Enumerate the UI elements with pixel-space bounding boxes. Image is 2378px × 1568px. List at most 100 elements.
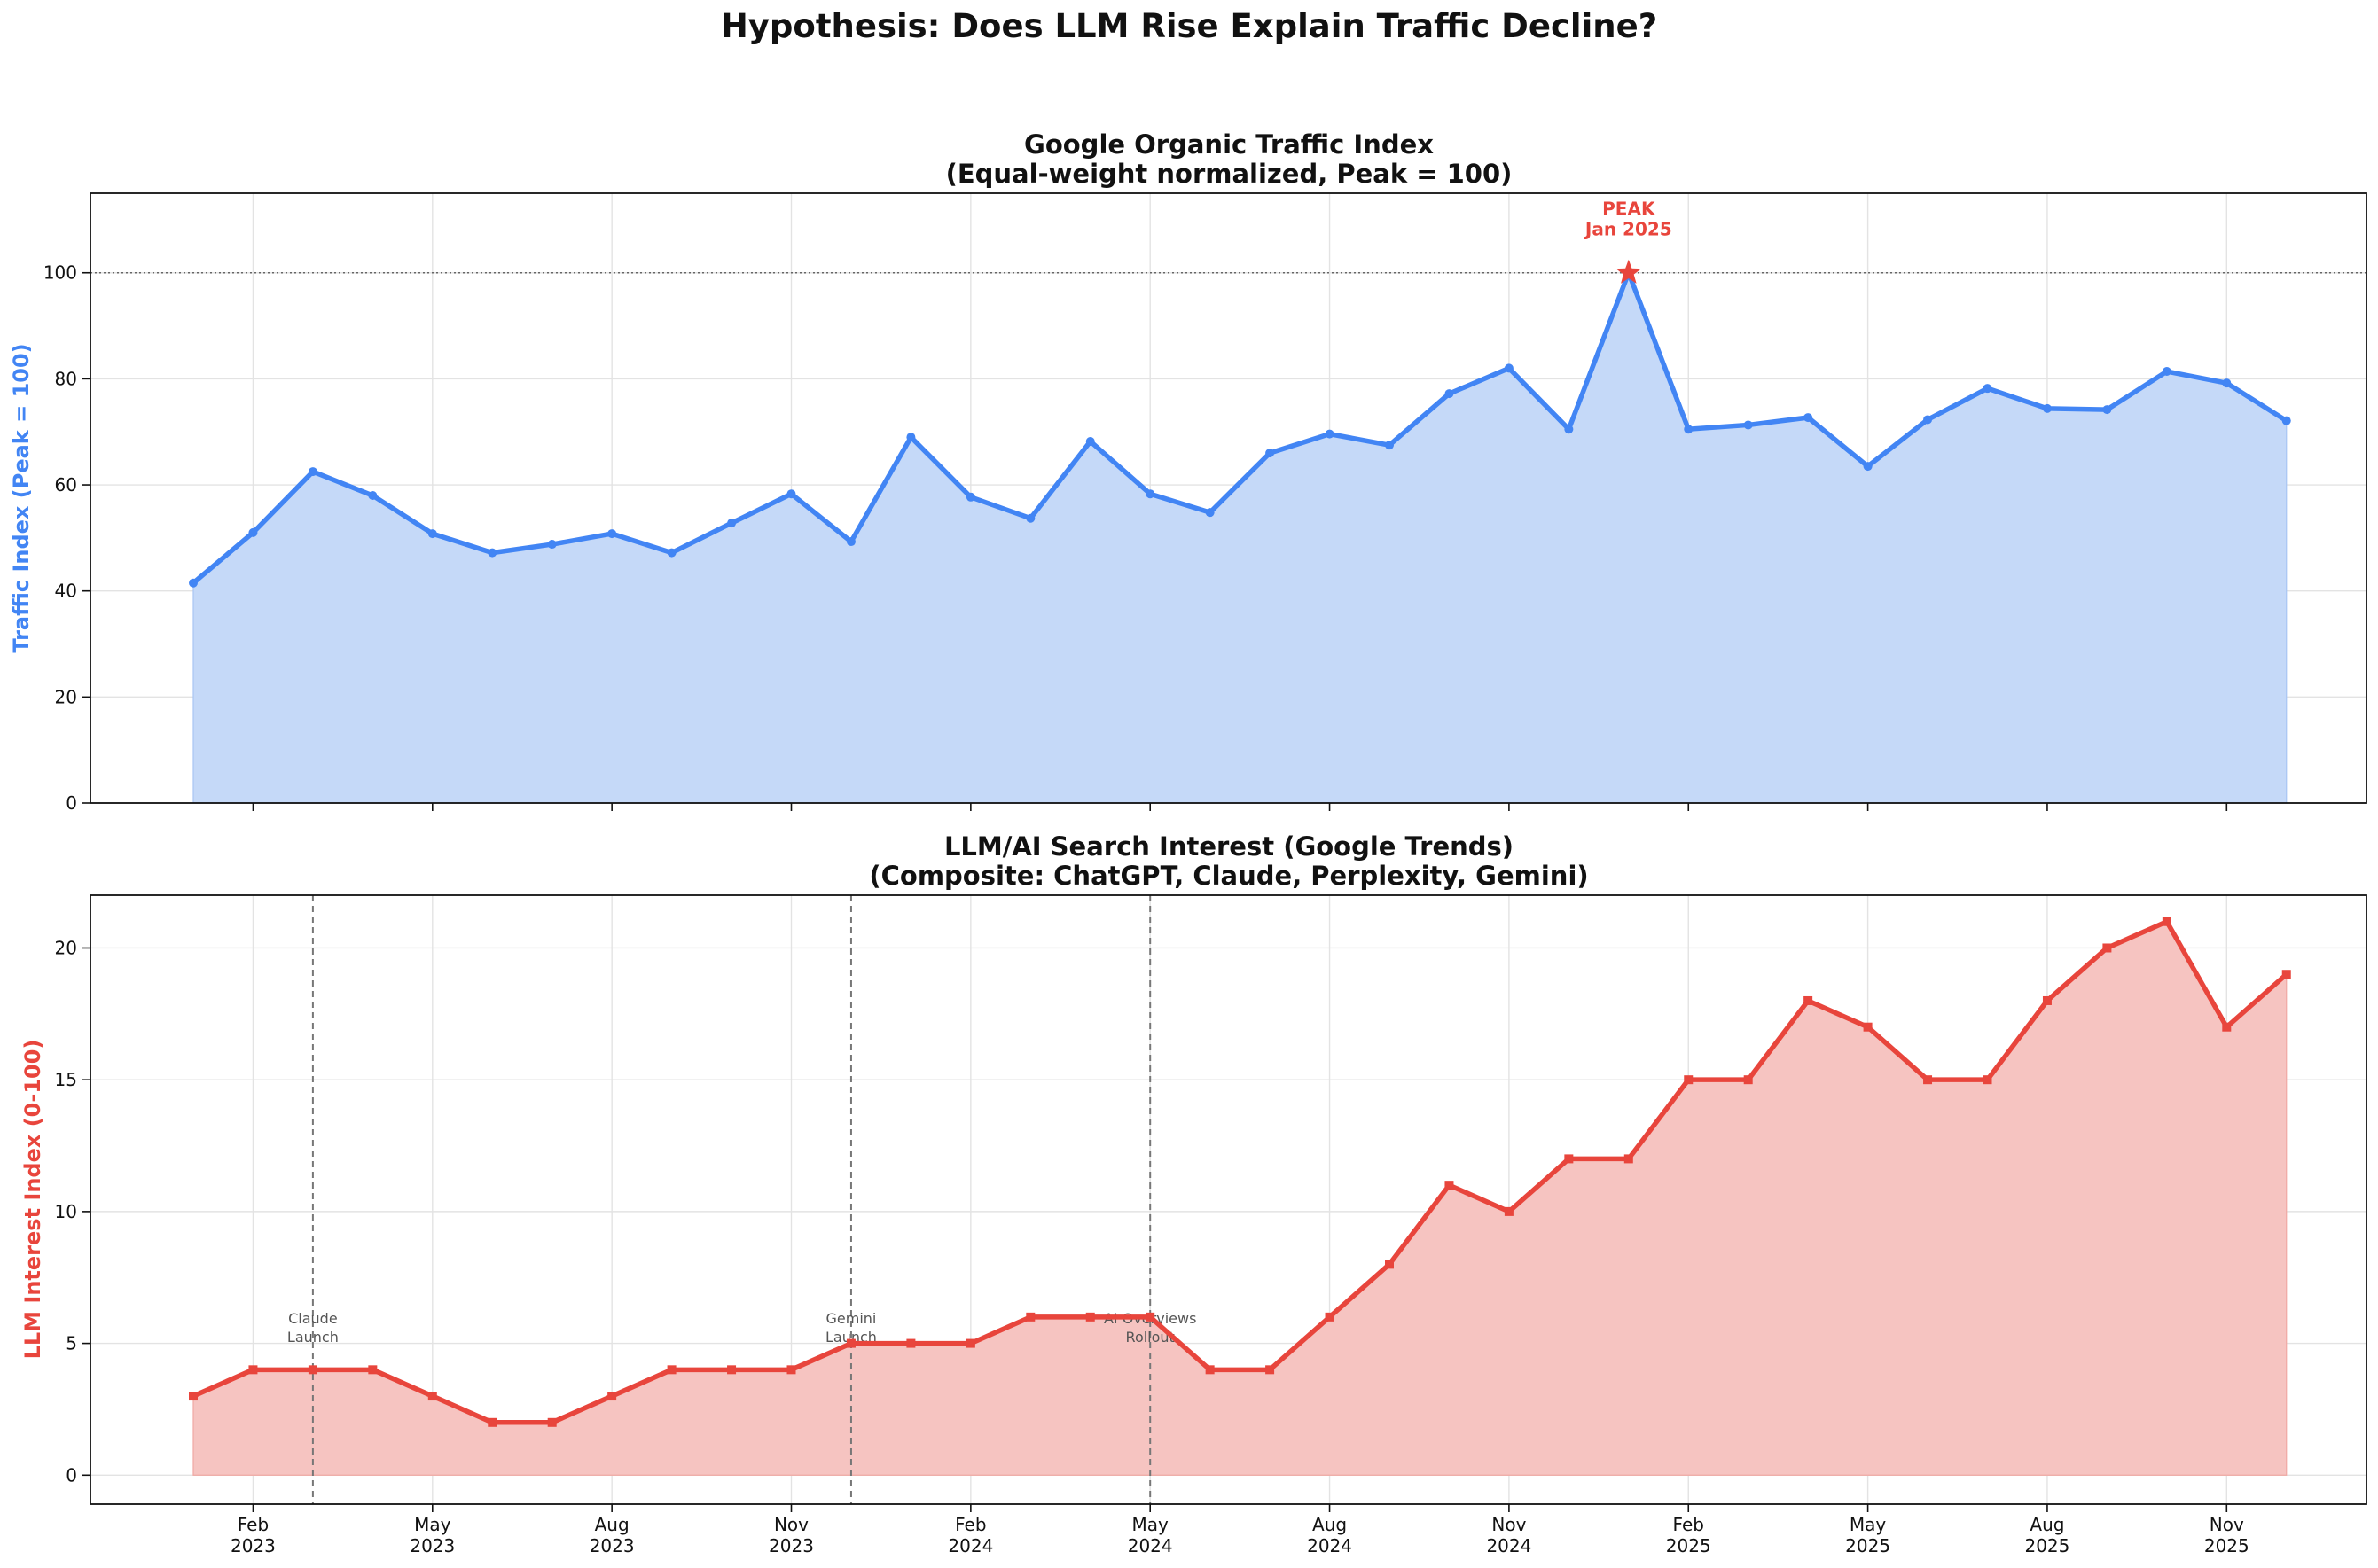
data-point [2281, 416, 2291, 425]
data-point [368, 1365, 378, 1375]
data-point [2162, 367, 2171, 377]
event-label-line1: Claude [288, 1310, 338, 1327]
data-point [427, 1392, 437, 1401]
llm-y-axis: 0 5 10 15 20 [55, 937, 90, 1486]
data-point [1026, 1312, 1036, 1322]
data-point [1684, 425, 1694, 434]
x-tick-month: Aug [2030, 1514, 2064, 1535]
x-tick-month: Aug [1312, 1514, 1347, 1535]
llm-line [192, 918, 2288, 1425]
data-point [1863, 462, 1873, 472]
data-point [1504, 363, 1514, 373]
data-point [1085, 436, 1095, 446]
peak-label-line2: Jan 2025 [1584, 219, 1672, 240]
event-label-line1: Gemini [826, 1310, 877, 1327]
data-point [1265, 449, 1275, 458]
data-point [1444, 389, 1454, 399]
x-tick-month: Feb [238, 1514, 269, 1535]
data-point [1923, 415, 1933, 425]
data-point [667, 548, 677, 558]
event-label-line2: Rollout [1126, 1329, 1175, 1346]
data-point [1504, 1206, 1514, 1216]
data-point [846, 537, 856, 547]
traffic-plot-frame [90, 192, 2367, 804]
data-point [1983, 1075, 1992, 1085]
x-tick-year: 2025 [2024, 1535, 2069, 1556]
y-tick-label: 20 [55, 937, 77, 958]
data-point [1444, 1181, 1454, 1190]
x-tick-month: Nov [1491, 1514, 1526, 1535]
x-tick-month: May [414, 1514, 451, 1535]
data-point [1205, 1365, 1215, 1375]
event-label-line2: Launch [287, 1329, 339, 1346]
x-tick-month: Feb [955, 1514, 986, 1535]
data-point [786, 489, 796, 499]
y-tick-label: 15 [55, 1069, 77, 1090]
x-tick-year: 2025 [2204, 1535, 2249, 1556]
llm-plot-frame [90, 894, 2367, 1505]
llm-panel: LLM/AI Search Interest (Google Trends) (… [20, 831, 2367, 1556]
traffic-series [189, 259, 2291, 588]
y-tick-label: 5 [66, 1333, 77, 1354]
x-tick-year: 2023 [410, 1535, 455, 1556]
data-point [1684, 1075, 1694, 1085]
x-tick-year: 2024 [1128, 1535, 1173, 1556]
data-point [1146, 489, 1155, 499]
x-tick-year: 2024 [1486, 1535, 1531, 1556]
y-tick-label: 40 [55, 581, 77, 602]
data-point [727, 519, 737, 528]
x-tick-year: 2023 [769, 1535, 814, 1556]
data-point [189, 1392, 198, 1401]
peak-star-icon [1615, 259, 1642, 284]
data-point [966, 1338, 975, 1348]
x-tick-month: Nov [2210, 1514, 2244, 1535]
data-point [308, 1365, 317, 1375]
x-tick-year: 2023 [231, 1535, 276, 1556]
data-point [727, 1365, 737, 1375]
data-point [1385, 1260, 1394, 1269]
data-point [547, 1417, 557, 1427]
data-point [2042, 995, 2052, 1005]
data-point [906, 433, 916, 442]
data-point [1564, 1154, 1574, 1164]
y-tick-label: 0 [66, 1464, 77, 1486]
data-point [427, 529, 437, 539]
data-point [906, 1338, 916, 1348]
data-point [1743, 1075, 1753, 1085]
x-tick-month: May [1132, 1514, 1169, 1535]
data-point [368, 491, 378, 501]
data-point [1923, 1075, 1933, 1085]
data-point [2042, 403, 2052, 413]
data-point [308, 467, 317, 477]
data-point [846, 1338, 856, 1348]
data-point [1325, 429, 1334, 439]
data-point [1265, 1365, 1275, 1375]
y-tick-label: 20 [55, 686, 77, 707]
data-point [547, 540, 557, 550]
y-tick-label: 10 [55, 1201, 77, 1222]
y-tick-label: 0 [66, 792, 77, 814]
x-tick-month: Aug [595, 1514, 630, 1535]
data-point [2102, 943, 2112, 953]
x-tick-year: 2025 [1845, 1535, 1890, 1556]
x-tick-year: 2025 [1666, 1535, 1711, 1556]
data-point [2281, 970, 2291, 979]
figure-title: Hypothesis: Does LLM Rise Explain Traffi… [721, 7, 1657, 45]
data-point [1385, 441, 1394, 450]
llm-title-line2: (Composite: ChatGPT, Claude, Perplexity,… [869, 861, 1588, 891]
data-point [1863, 1022, 1873, 1032]
x-tick-year: 2024 [948, 1535, 993, 1556]
traffic-y-axis: 0 20 40 60 80 100 [43, 262, 90, 814]
data-point [667, 1365, 677, 1375]
traffic-panel: Google Organic Traffic Index (Equal-weig… [9, 129, 2367, 814]
data-point [607, 529, 617, 539]
y-tick-label: 60 [55, 474, 77, 495]
llm-x-axis: Feb2023May2023Aug2023Nov2023Feb2024May20… [231, 1504, 2249, 1556]
data-point [488, 548, 497, 558]
data-point [1146, 1312, 1155, 1322]
traffic-line [192, 269, 2288, 585]
data-point [1564, 425, 1574, 434]
data-point [1803, 995, 1813, 1005]
